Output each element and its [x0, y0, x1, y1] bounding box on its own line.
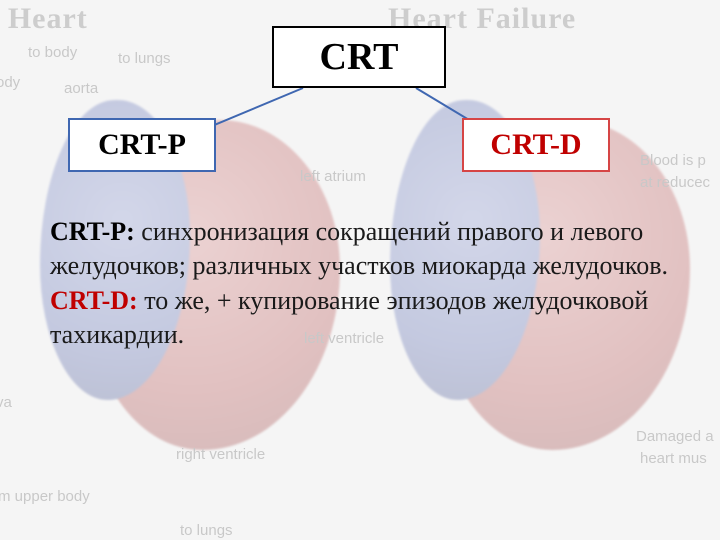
slide-stage: l Heart Heart Failure to body to lungs a…: [0, 0, 720, 540]
bg-label: right ventricle: [176, 446, 265, 463]
bg-label: at reducec: [640, 174, 710, 191]
crtp-box: CRT-P: [68, 118, 216, 172]
crtp-label: CRT-P: [98, 128, 186, 162]
desc-text-crtp: синхронизация сокращений правого и левог…: [50, 217, 668, 280]
crt-box: CRT: [272, 26, 446, 88]
crtd-label: CRT-D: [490, 128, 581, 162]
desc-text-crtd: то же, + купирование эпизодов желудочков…: [50, 286, 648, 349]
desc-term-crtp: CRT-P:: [50, 217, 135, 246]
crtd-box: CRT-D: [462, 118, 610, 172]
bg-label: aorta: [64, 80, 98, 97]
bg-label: to lungs: [180, 522, 233, 539]
description-block: CRT-P: синхронизация сокращений правого …: [50, 215, 670, 352]
bg-label: va: [0, 394, 12, 411]
bg-label: m upper body: [0, 488, 90, 505]
bg-label: left atrium: [300, 168, 366, 185]
bg-label: to body: [28, 44, 77, 61]
bg-title-left: l Heart: [0, 2, 88, 36]
bg-label: Damaged a: [636, 428, 714, 445]
desc-term-crtd: CRT-D:: [50, 286, 138, 315]
bg-label: Blood is p: [640, 152, 706, 169]
bg-label: heart mus: [640, 450, 707, 467]
crt-label: CRT: [320, 35, 399, 79]
bg-label: to lungs: [118, 50, 171, 67]
bg-label: ody: [0, 74, 20, 91]
